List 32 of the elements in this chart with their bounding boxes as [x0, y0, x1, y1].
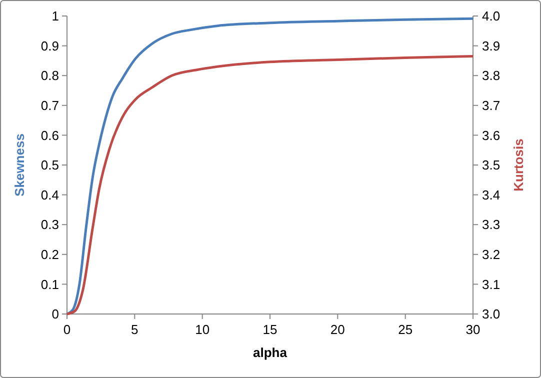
y-tick-label: 0.8 [40, 68, 59, 84]
y2-tick-label: 3.8 [482, 68, 500, 84]
y-tick-label: 0.4 [40, 187, 59, 202]
y-axis-title: Skewness [12, 134, 27, 196]
y2-tick-label: 3.0 [482, 306, 500, 322]
y2-tick-label: 3.1 [482, 276, 500, 292]
x-tick-label: 5 [131, 322, 138, 337]
y2-tick-label: 3.4 [482, 187, 500, 202]
y2-tick-label: 4.0 [482, 8, 500, 24]
y2-tick-label: 3.6 [482, 128, 500, 143]
x-tick-label: 30 [466, 322, 480, 337]
x-tick-label: 25 [398, 322, 413, 337]
y2-tick-label: 3.3 [482, 217, 500, 232]
y2-tick-label: 3.9 [482, 38, 500, 54]
y-tick-label: 0.6 [40, 128, 59, 143]
x-tick-label: 15 [262, 322, 278, 337]
y2-axis-title: Kurtosis [511, 138, 526, 192]
x-tick-label: 20 [330, 322, 345, 337]
x-tick-label: 0 [63, 322, 71, 337]
y-tick-label: 0.1 [40, 276, 59, 292]
y-tick-label: 0.5 [40, 158, 59, 173]
y-tick-label: 1 [52, 8, 59, 24]
y-tick-label: 0.3 [40, 217, 59, 232]
y-tick-label: 0.7 [40, 98, 59, 113]
x-tick-label: 10 [195, 322, 210, 337]
y2-tick-label: 3.7 [482, 98, 500, 113]
y-tick-label: 0.9 [40, 38, 59, 54]
y-tick-label: 0.2 [40, 246, 59, 262]
y2-tick-label: 3.2 [482, 246, 500, 262]
y2-tick-label: 3.5 [482, 158, 500, 173]
x-axis-title: alpha [253, 345, 288, 360]
y-tick-label: 0 [52, 306, 59, 322]
